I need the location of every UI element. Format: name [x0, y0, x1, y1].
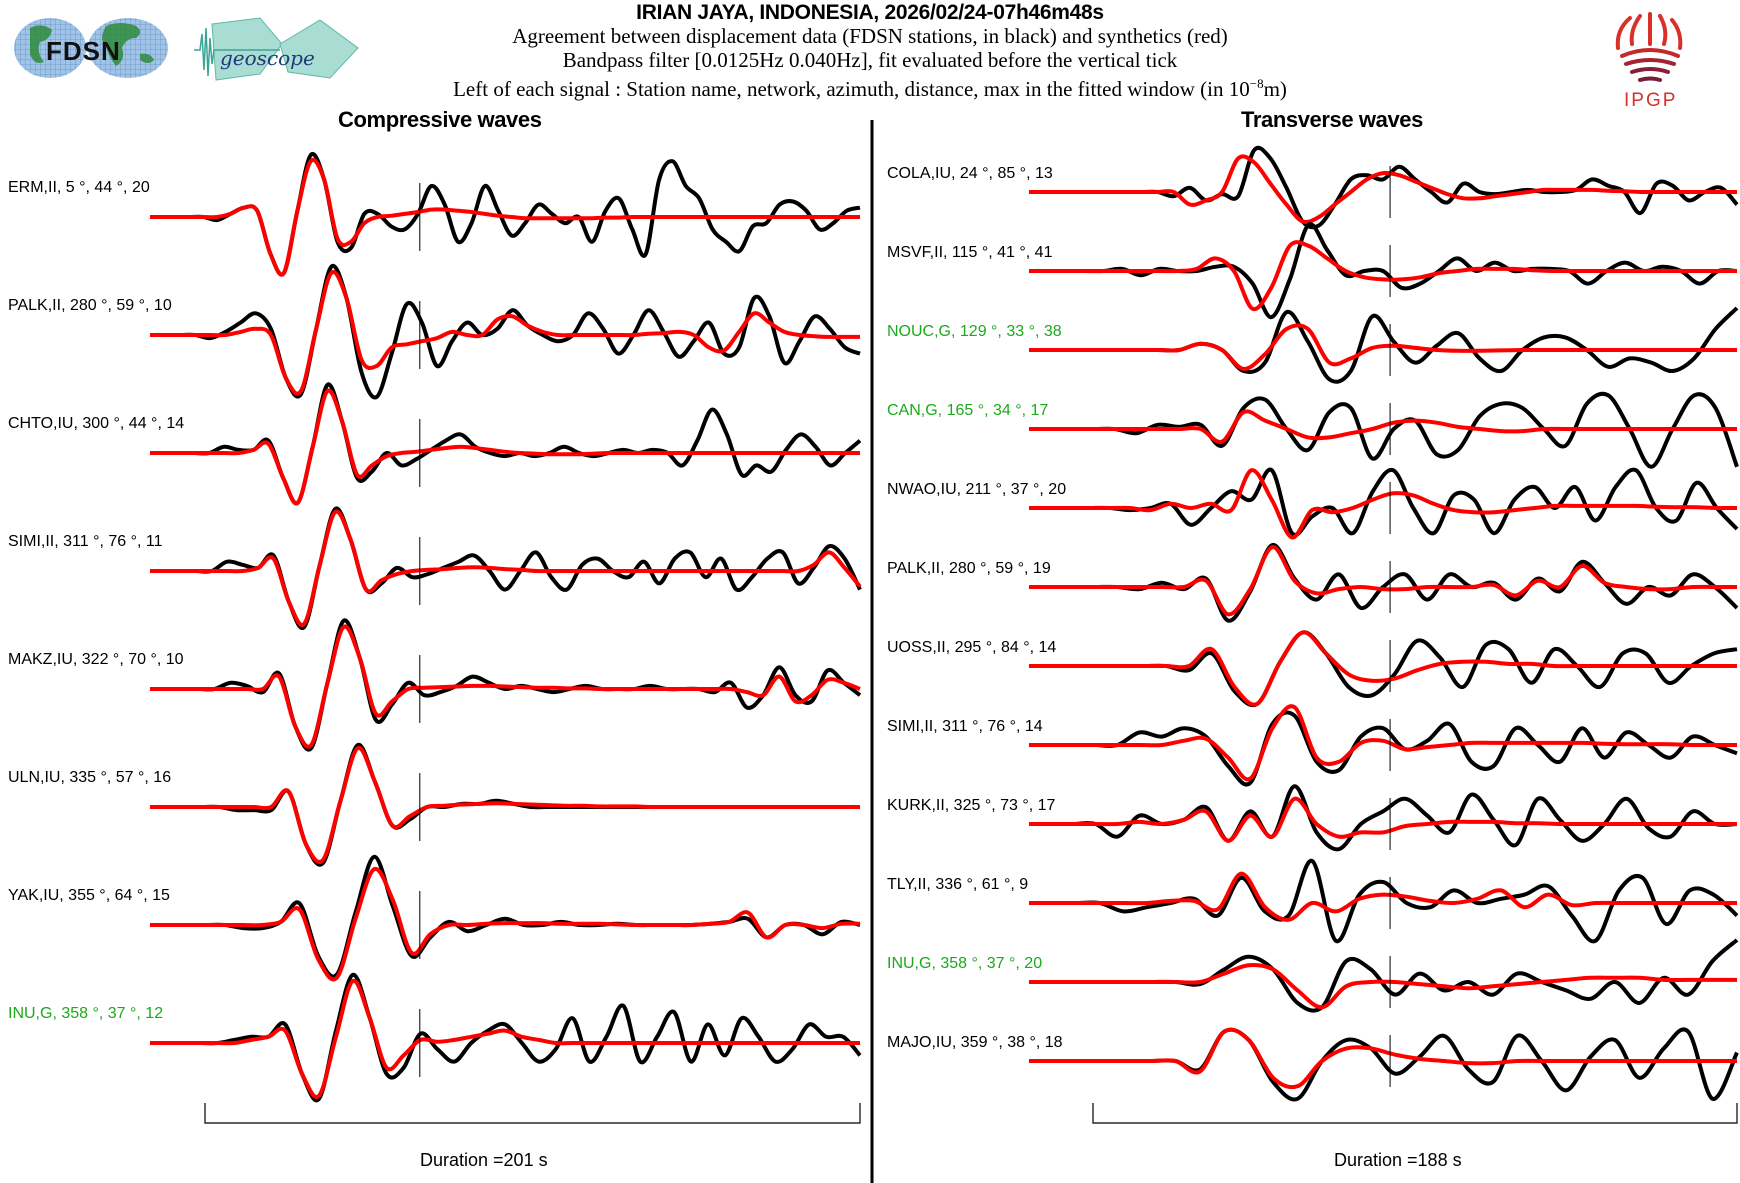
synthetic-trace-can: [1028, 409, 1737, 444]
station-label-uoss: UOSS,II, 295 °, 84 °, 14: [887, 639, 1057, 656]
station-label-uln: ULN,IU, 335 °, 57 °, 16: [8, 769, 172, 786]
station-label-inu: INU,G, 358 °, 37 °, 12: [8, 1005, 164, 1022]
station-label-simi: SIMI,II, 311 °, 76 °, 14: [887, 718, 1043, 735]
data-trace-tly: [1029, 858, 1739, 944]
data-trace-kurk: [1029, 784, 1738, 852]
synthetic-trace-uln: [150, 746, 860, 864]
exponent: −8: [1249, 76, 1264, 91]
fdsn-globe-icon: [14, 18, 168, 78]
synthetic-trace-makz: [150, 624, 861, 749]
data-trace-yak: [149, 854, 861, 979]
synthetic-trace-kurk: [1029, 796, 1737, 843]
legend-text: Left of each signal : Station name, netw…: [453, 77, 1250, 101]
geoscope-logo-text: geoscope: [220, 46, 315, 70]
subtitle-line-3: Left of each signal : Station name, netw…: [0, 72, 1740, 101]
station-label-erm: ERM,II, 5 °, 44 °, 20: [8, 179, 150, 196]
data-trace-uoss: [1028, 630, 1738, 708]
synthetic-trace-palk: [150, 269, 860, 396]
duration-bracket-transverse: [1092, 1103, 1738, 1124]
station-label-kurk: KURK,II, 325 °, 73 °, 17: [887, 797, 1056, 814]
geoscope-waveform-icon: [194, 17, 359, 81]
station-label-nwao: NWAO,IU, 211 °, 37 °, 20: [887, 481, 1067, 498]
synthetic-trace-inu: [1028, 962, 1737, 1010]
synthetic-trace-nwao: [1029, 468, 1738, 540]
subtitle-line-1: Agreement between displacement data (FDS…: [512, 24, 1228, 48]
synthetic-trace-tly: [1029, 871, 1737, 922]
synthetic-trace-msvf: [1028, 240, 1737, 312]
station-label-simi: SIMI,II, 311 °, 76 °, 11: [8, 533, 163, 550]
station-label-can: CAN,G, 165 °, 34 °, 17: [887, 402, 1049, 419]
station-label-tly: TLY,II, 336 °, 61 °, 9: [887, 876, 1029, 893]
data-trace-majo: [1028, 1027, 1739, 1102]
subtitle-line-2: Bandpass filter [0.0125Hz 0.040Hz], fit …: [562, 48, 1178, 72]
data-trace-simi: [149, 506, 862, 631]
panel-title-compressive: Compressive waves: [338, 107, 542, 132]
station-label-palk: PALK,II, 280 °, 59 °, 10: [8, 297, 172, 314]
ipgp-logo: IPGP: [1600, 10, 1700, 111]
data-trace-palk: [1029, 543, 1739, 623]
fdsn-logo-text: FDSN: [46, 36, 121, 66]
synthetic-trace-inu: [150, 978, 860, 1099]
duration-label-transverse: Duration =188 s: [1334, 1150, 1462, 1170]
duration-bracket-compressive: [204, 1103, 861, 1124]
synthetic-trace-simi: [149, 509, 862, 627]
data-trace-inu: [1028, 938, 1739, 1013]
page-title: IRIAN JAYA, INDONESIA, 2026/02/24-07h46m…: [636, 1, 1104, 24]
data-trace-erm: [150, 151, 861, 277]
synthetic-trace-chto: [150, 388, 860, 506]
synthetic-trace-simi: [1029, 704, 1737, 782]
ipgp-logo-text: IPGP: [1624, 90, 1678, 111]
synthetic-trace-uoss: [1028, 630, 1737, 707]
station-label-inu: INU,G, 358 °, 37 °, 20: [887, 955, 1043, 972]
synthetic-trace-cola: [1028, 154, 1737, 225]
duration-label-compressive: Duration =201 s: [420, 1150, 548, 1170]
station-label-cola: COLA,IU, 24 °, 85 °, 13: [887, 165, 1053, 182]
station-label-msvf: MSVF,II, 115 °, 41 °, 41: [887, 244, 1053, 261]
data-trace-palk: [150, 263, 861, 400]
data-trace-simi: [1029, 710, 1738, 787]
station-label-nouc: NOUC,G, 129 °, 33 °, 38: [887, 323, 1062, 340]
panel-title-transverse: Transverse waves: [1241, 107, 1423, 132]
station-label-yak: YAK,IU, 355 °, 64 °, 15: [8, 887, 170, 904]
data-trace-chto: [150, 382, 862, 506]
geoscope-logo: geoscope: [190, 14, 360, 86]
station-label-makz: MAKZ,IU, 322 °, 70 °, 10: [8, 651, 184, 668]
data-trace-nwao: [1029, 467, 1739, 537]
data-trace-cola: [1028, 145, 1739, 230]
data-trace-msvf: [1028, 222, 1738, 320]
synthetic-trace-erm: [150, 157, 860, 277]
synthetic-trace-palk: [1029, 545, 1737, 617]
synthetic-trace-majo: [1028, 1027, 1737, 1090]
synthetic-trace-nouc: [1029, 323, 1737, 371]
station-label-majo: MAJO,IU, 359 °, 38 °, 18: [887, 1034, 1063, 1051]
fdsn-logo: FDSN: [10, 14, 170, 80]
station-label-chto: CHTO,IU, 300 °, 44 °, 14: [8, 415, 185, 432]
unit-suffix: m): [1263, 77, 1287, 101]
ipgp-emblem-icon: [1615, 12, 1683, 82]
station-label-palk: PALK,II, 280 °, 59 °, 19: [887, 560, 1051, 577]
synthetic-trace-yak: [149, 867, 861, 982]
